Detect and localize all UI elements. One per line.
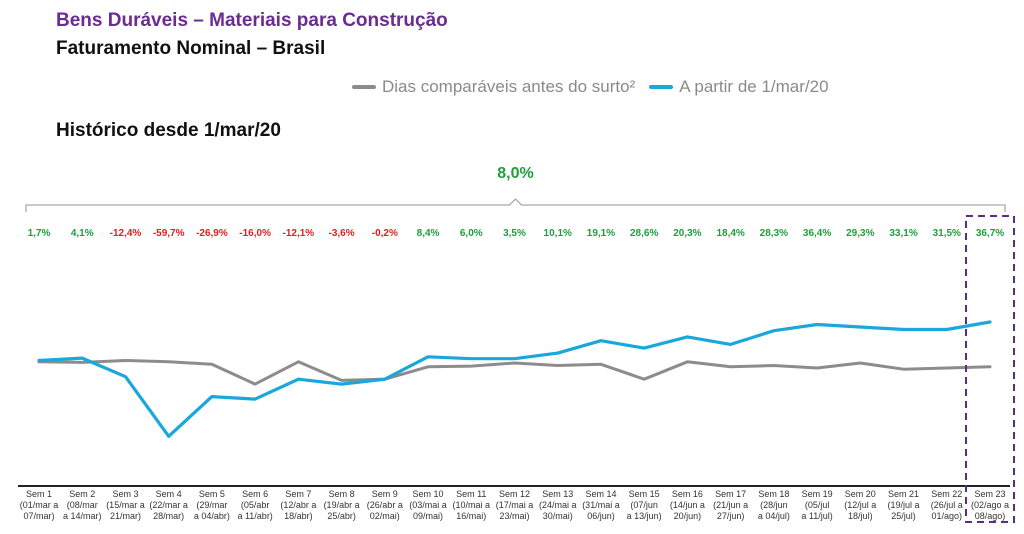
growth-label: 29,3% bbox=[846, 228, 874, 239]
growth-label: -26,9% bbox=[196, 228, 228, 239]
highlight-box bbox=[965, 215, 1015, 523]
chart-subtitle: Faturamento Nominal – Brasil bbox=[56, 38, 326, 59]
legend-swatch-current bbox=[649, 85, 674, 89]
legend-label-baseline: Dias comparáveis antes do surto² bbox=[382, 77, 636, 96]
growth-label: 19,1% bbox=[587, 228, 615, 239]
growth-label: 28,3% bbox=[760, 228, 788, 239]
legend-item-current: A partir de 1/mar/20 bbox=[649, 77, 829, 97]
series-line-current bbox=[37, 320, 992, 438]
growth-label: 31,5% bbox=[933, 228, 961, 239]
x-tick-label: Sem 13 (24/mai a 30/mai) bbox=[539, 489, 577, 521]
growth-label: 20,3% bbox=[673, 228, 701, 239]
growth-label: -12,1% bbox=[283, 228, 315, 239]
x-tick-label: Sem 17 (21/jun a 27/jun) bbox=[713, 489, 748, 521]
legend: Dias comparáveis antes do surto² A parti… bbox=[352, 77, 843, 97]
growth-label: 8,4% bbox=[417, 228, 440, 239]
growth-label: 36,4% bbox=[803, 228, 831, 239]
growth-label: 3,5% bbox=[503, 228, 526, 239]
growth-label: -59,7% bbox=[153, 228, 185, 239]
growth-label: -12,4% bbox=[110, 228, 142, 239]
growth-label: -3,6% bbox=[329, 228, 355, 239]
legend-item-baseline: Dias comparáveis antes do surto² bbox=[352, 77, 635, 97]
x-tick-label: Sem 20 (12/jul a 18/jul) bbox=[844, 489, 876, 521]
x-tick-label: Sem 4 (22/mar a 28/mar) bbox=[149, 489, 188, 521]
growth-label: 6,0% bbox=[460, 228, 483, 239]
growth-label: -0,2% bbox=[372, 228, 398, 239]
legend-label-current: A partir de 1/mar/20 bbox=[679, 77, 829, 96]
x-tick-label: Sem 5 (29/mar a 04/abr) bbox=[194, 489, 230, 521]
x-tick-label: Sem 23 (02/ago a 08/ago) bbox=[971, 489, 1009, 521]
x-tick-label: Sem 3 (15/mar a 21/mar) bbox=[106, 489, 145, 521]
growth-label: 10,1% bbox=[544, 228, 572, 239]
chart-title: Bens Duráveis – Materiais para Construçã… bbox=[56, 10, 448, 31]
x-tick-label: Sem 2 (08/mar a 14/mar) bbox=[63, 489, 102, 521]
x-tick-label: Sem 11 (10/mai a 16/mai) bbox=[453, 489, 491, 521]
x-tick-label: Sem 7 (12/abr a 18/abr) bbox=[280, 489, 316, 521]
legend-swatch-baseline bbox=[352, 85, 376, 89]
growth-label: 28,6% bbox=[630, 228, 658, 239]
section-heading: Histórico desde 1/mar/20 bbox=[56, 120, 281, 141]
x-tick-label: Sem 10 (03/mai a 09/mai) bbox=[409, 489, 447, 521]
x-tick-label: Sem 18 (28/jun a 04/jul) bbox=[758, 489, 790, 521]
growth-label: 36,7% bbox=[976, 228, 1004, 239]
x-tick-label: Sem 9 (26/abr a 02/mai) bbox=[367, 489, 403, 521]
overall-bracket bbox=[25, 198, 1006, 212]
growth-label: 18,4% bbox=[716, 228, 744, 239]
growth-label: 4,1% bbox=[71, 228, 94, 239]
x-tick-label: Sem 22 (26/jul a 01/ago) bbox=[931, 489, 963, 521]
x-tick-label: Sem 6 (05/abr a 11/abr) bbox=[237, 489, 272, 521]
x-tick-label: Sem 12 (17/mai a 23/mai) bbox=[496, 489, 534, 521]
x-tick-label: Sem 19 (05/jul a 11/jul) bbox=[801, 489, 832, 521]
x-tick-label: Sem 16 (14/jun a 20/jun) bbox=[670, 489, 705, 521]
series-line-baseline bbox=[37, 359, 992, 386]
growth-label: -16,0% bbox=[239, 228, 271, 239]
overall-growth-label: 8,0% bbox=[497, 165, 533, 182]
x-tick-label: Sem 15 (07/jun a 13/jun) bbox=[627, 489, 662, 521]
x-tick-label: Sem 14 (31/mai a 06/jun) bbox=[582, 489, 620, 521]
x-tick-label: Sem 1 (01/mar a 07/mar) bbox=[20, 489, 59, 521]
growth-label: 1,7% bbox=[28, 228, 51, 239]
growth-label: 33,1% bbox=[889, 228, 917, 239]
x-tick-label: Sem 21 (19/jul a 25/jul) bbox=[888, 489, 920, 521]
x-tick-label: Sem 8 (19/abr a 25/abr) bbox=[324, 489, 360, 521]
